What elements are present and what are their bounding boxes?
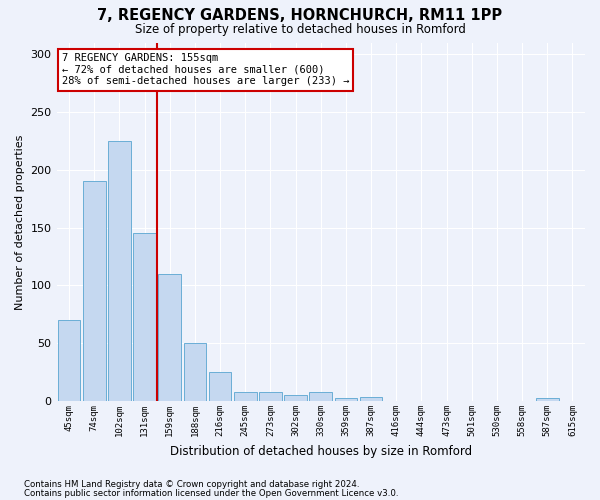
X-axis label: Distribution of detached houses by size in Romford: Distribution of detached houses by size … bbox=[170, 444, 472, 458]
Y-axis label: Number of detached properties: Number of detached properties bbox=[15, 134, 25, 310]
Bar bbox=[259, 392, 282, 401]
Bar bbox=[234, 392, 257, 401]
Bar bbox=[536, 398, 559, 401]
Bar bbox=[184, 344, 206, 401]
Bar bbox=[83, 182, 106, 401]
Text: Contains HM Land Registry data © Crown copyright and database right 2024.: Contains HM Land Registry data © Crown c… bbox=[24, 480, 359, 489]
Bar bbox=[158, 274, 181, 401]
Text: Contains public sector information licensed under the Open Government Licence v3: Contains public sector information licen… bbox=[24, 488, 398, 498]
Bar bbox=[360, 396, 382, 401]
Text: 7, REGENCY GARDENS, HORNCHURCH, RM11 1PP: 7, REGENCY GARDENS, HORNCHURCH, RM11 1PP bbox=[97, 8, 503, 22]
Bar bbox=[335, 398, 357, 401]
Bar bbox=[310, 392, 332, 401]
Bar bbox=[58, 320, 80, 401]
Bar bbox=[209, 372, 232, 401]
Text: Size of property relative to detached houses in Romford: Size of property relative to detached ho… bbox=[134, 22, 466, 36]
Bar bbox=[284, 396, 307, 401]
Bar bbox=[108, 141, 131, 401]
Bar bbox=[133, 234, 156, 401]
Text: 7 REGENCY GARDENS: 155sqm
← 72% of detached houses are smaller (600)
28% of semi: 7 REGENCY GARDENS: 155sqm ← 72% of detac… bbox=[62, 54, 349, 86]
